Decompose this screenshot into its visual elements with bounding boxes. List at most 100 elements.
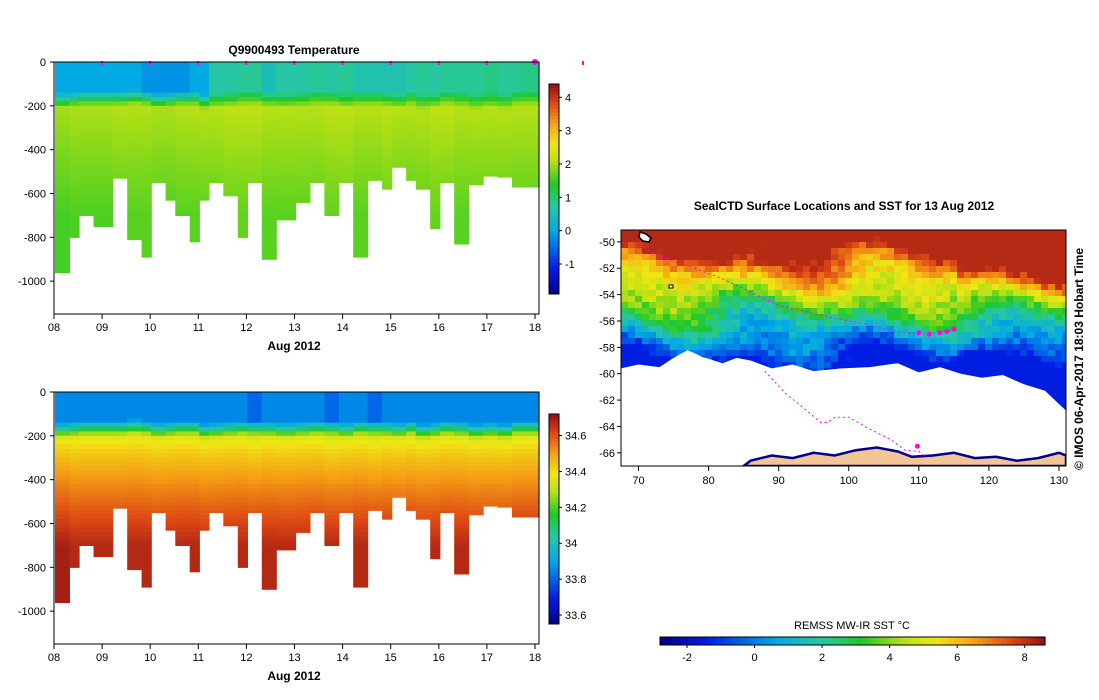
sst-cell [831, 230, 839, 237]
profile-cell [237, 202, 248, 208]
profile-cell [338, 479, 354, 485]
sst-cell [1041, 260, 1049, 267]
sst-cell [796, 344, 804, 351]
sst-cell [873, 332, 881, 339]
sst-cell [670, 230, 678, 237]
profile-cell [468, 505, 484, 511]
profile-cell [309, 396, 325, 402]
profile-cell [165, 497, 176, 503]
profile-cell [247, 66, 263, 72]
profile-cell [261, 184, 277, 190]
profile-cell [112, 422, 128, 428]
profile-cell [406, 392, 417, 397]
colorbar-swatch [549, 582, 559, 586]
profile-cell [391, 466, 407, 472]
colorbar-swatch [549, 276, 559, 281]
profile-cell [223, 92, 239, 98]
profile-cell [483, 119, 499, 124]
profile-cell [199, 392, 210, 397]
sst-cell [880, 344, 888, 351]
profile-cell [189, 167, 200, 173]
sst-cell [999, 320, 1007, 327]
sst-cell [957, 296, 965, 303]
sst-cell [698, 350, 706, 357]
sst-cell [1055, 332, 1063, 339]
profile-cell [338, 470, 354, 476]
profile-cell [93, 488, 114, 494]
colorbar-swatch [549, 143, 559, 148]
sst-cell [726, 290, 734, 297]
profile-cell [141, 254, 152, 258]
profile-cell [112, 392, 128, 397]
x-tick-label: 08 [48, 652, 60, 664]
profile-cell [454, 171, 470, 177]
sst-cell [712, 320, 720, 327]
sst-cell [621, 296, 629, 303]
profile-cell [276, 536, 297, 542]
sst-cell [789, 236, 797, 243]
profile-cell [237, 167, 248, 173]
profile-cell [295, 405, 311, 411]
profile-cell [382, 140, 393, 146]
sst-cell [887, 356, 895, 363]
sst-cell [726, 284, 734, 291]
profile-cell [276, 510, 297, 516]
sst-cell [642, 284, 650, 291]
profile-cell [189, 224, 200, 230]
profile-cell [127, 392, 143, 397]
profile-cell [353, 580, 369, 586]
sst-cell [635, 284, 643, 291]
profile-cell [468, 462, 484, 468]
profile-cell [367, 453, 383, 459]
profile-cell [247, 435, 263, 441]
profile-cell [439, 501, 455, 507]
profile-cell [261, 396, 277, 402]
profile-cell [338, 171, 354, 177]
profile-cell [382, 501, 393, 507]
sst-cell [726, 236, 734, 243]
profile-cell [454, 413, 470, 419]
profile-cell [261, 541, 277, 546]
sst-cell [747, 236, 755, 243]
profile-cell [276, 514, 297, 520]
profile-cell [127, 180, 143, 186]
sst-cell [859, 302, 867, 309]
profile-cell [79, 158, 94, 164]
temperature-x-axis: 08 09 10 11 12 13 14 15 16 17 18 [48, 314, 541, 334]
profile-cell [223, 449, 239, 454]
profile-cell [79, 400, 94, 406]
profile-cell [261, 492, 277, 498]
profile-cell [55, 62, 70, 67]
sst-cell [985, 326, 993, 333]
sst-cell [705, 254, 713, 261]
profile-cell [141, 554, 152, 560]
sst-cell [845, 260, 853, 267]
profile-cell [112, 396, 128, 402]
sst-cell [621, 248, 629, 255]
profile-cell [367, 427, 383, 433]
profile-cell [454, 197, 470, 203]
profile-cell [353, 523, 369, 529]
profile-cell [295, 488, 311, 494]
sst-cell [677, 308, 685, 315]
profile-cell [483, 101, 499, 107]
sst-cell [733, 314, 741, 321]
profile-cell [55, 479, 70, 485]
sst-cell [901, 284, 909, 291]
sst-cell [642, 320, 650, 327]
profile-cell [127, 396, 143, 402]
sst-cell [894, 326, 902, 333]
profile-cell [223, 523, 239, 527]
profile-cell [415, 453, 431, 459]
sst-cell [978, 230, 986, 237]
profile-cell [511, 457, 523, 463]
colorbar-tick-label: 4 [565, 92, 571, 104]
profile-cell [353, 250, 369, 256]
profile-cell [69, 193, 80, 199]
profile-cell [353, 584, 369, 588]
profile-cell [199, 154, 210, 159]
profile-cell [468, 497, 484, 503]
sst-cell [908, 320, 916, 327]
sst-cell [866, 230, 874, 237]
profile-cell [127, 501, 143, 507]
